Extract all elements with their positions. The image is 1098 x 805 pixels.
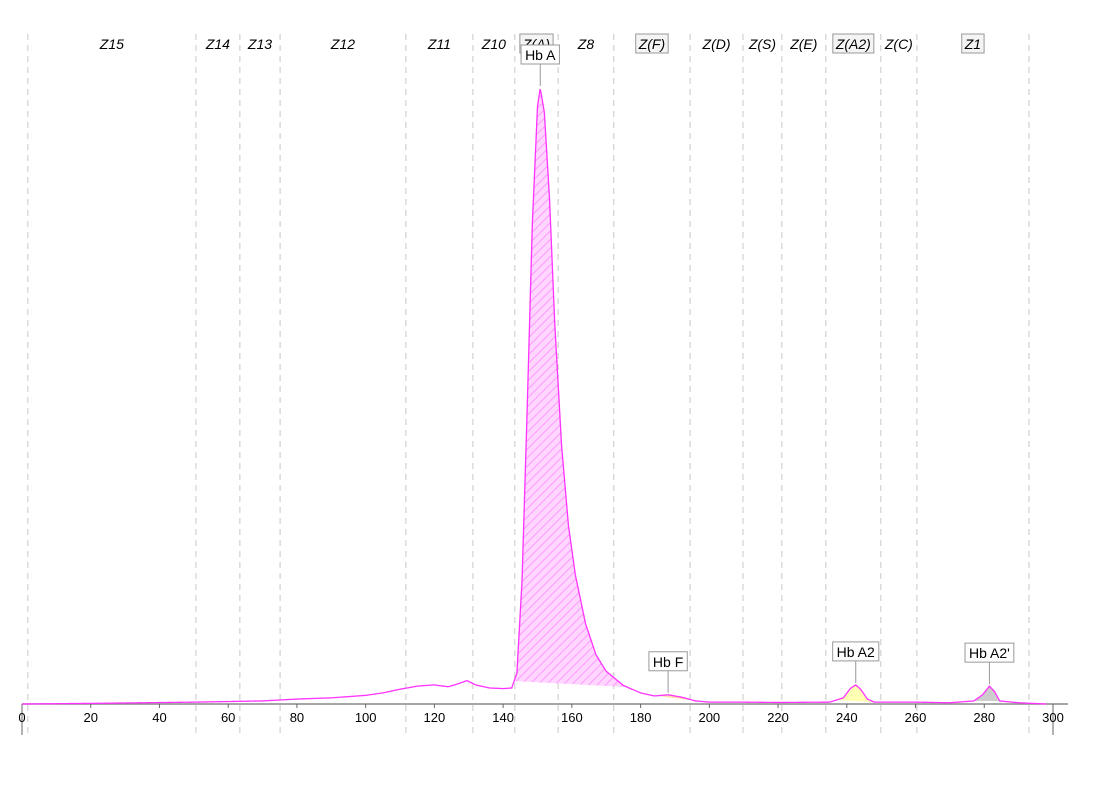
x-tick-label: 0 [18, 710, 25, 725]
x-tick-label: 140 [492, 710, 514, 725]
zone-label: Z13 [247, 36, 272, 52]
x-axis: 0 20 40 60 80 100 120 140 160 180 200 220 240 260 280 3… [18, 703, 1068, 735]
peak-area [836, 685, 875, 703]
zone-label: Z14 [205, 36, 230, 52]
peak-label: Hb A [525, 47, 556, 63]
x-tick-label: 260 [905, 710, 927, 725]
zone-label: Z1 [964, 36, 981, 52]
x-tick-label: 100 [355, 710, 377, 725]
zone-label-box [635, 33, 669, 54]
zone-label: Z12 [330, 36, 355, 52]
peak-label-box [832, 641, 880, 662]
zone-label: Z(A2) [835, 36, 871, 52]
x-tick-label: 300 [1042, 710, 1064, 725]
zone-label: Z(F) [638, 36, 665, 52]
peak-label: Hb A2 [837, 644, 875, 660]
zone-label: Z11 [427, 36, 451, 52]
peak-fill-layer [514, 90, 1002, 703]
zone-label: Z8 [577, 36, 595, 52]
x-tick-label: 160 [561, 710, 583, 725]
peak-label-box [520, 44, 560, 65]
peak-label-box [964, 642, 1015, 663]
x-tick-label: 200 [698, 710, 720, 725]
x-tick-label: 20 [83, 710, 97, 725]
x-tick-label: 240 [836, 710, 858, 725]
peak-label-box [648, 651, 688, 672]
peak-area [973, 686, 1002, 702]
x-tick-label: 180 [630, 710, 652, 725]
zone-label: Z10 [481, 36, 506, 52]
zone-label: Z15 [99, 36, 124, 52]
zone-label-box [961, 33, 985, 54]
x-tick-label: 280 [973, 710, 995, 725]
peak-area [647, 694, 696, 701]
zone-label: Z(S) [748, 36, 776, 52]
curve-layer [21, 88, 1047, 705]
peak-label: Hb A2' [969, 645, 1010, 661]
zone-label: Z(C) [884, 36, 913, 52]
x-tick-label: 80 [290, 710, 304, 725]
x-tick-label: 220 [767, 710, 789, 725]
zone-label: Z(E) [789, 36, 817, 52]
x-tick-label: 40 [152, 710, 166, 725]
electropherogram-curve [21, 88, 1047, 705]
peak-area [514, 90, 627, 687]
zone-label: Z(D) [702, 36, 731, 52]
x-tick-label: 60 [221, 710, 235, 725]
peak-label-layer: Hb A Hb F Hb A2 Hb A2' [520, 44, 1015, 693]
zone-layer: Z15 Z14 Z13 Z12 Z11 Z10 Z(A) Z8 Z(F) Z(D) Z(S) Z(E)… [27, 33, 1030, 736]
peak-label: Hb F [653, 654, 683, 670]
x-tick-label: 120 [424, 710, 446, 725]
zone-label-box [832, 33, 875, 54]
